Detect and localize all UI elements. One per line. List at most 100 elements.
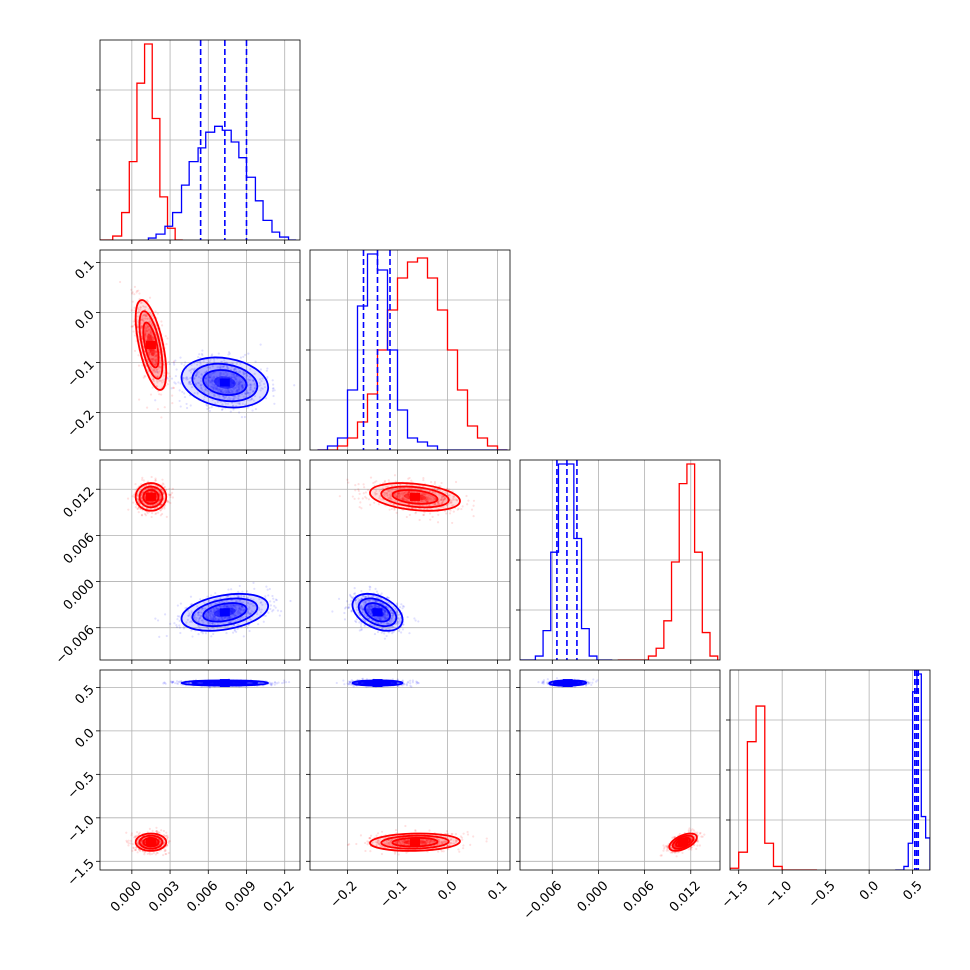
sample-point [209, 385, 213, 388]
sample-point [144, 305, 147, 309]
sample-point [275, 598, 278, 602]
sample-point [145, 299, 149, 302]
sample-point [197, 613, 201, 616]
sample-point [228, 621, 232, 624]
sample-point [144, 329, 148, 332]
sample-point [164, 852, 167, 856]
sample-point [208, 612, 211, 615]
sample-point [385, 610, 388, 613]
sample-point [146, 369, 149, 372]
sample-point [381, 498, 385, 501]
sample-point [225, 361, 228, 364]
sample-point [130, 834, 133, 837]
sample-point [170, 377, 174, 380]
sample-point [189, 376, 192, 380]
sample-point [426, 507, 429, 511]
density-peak-red [145, 492, 156, 501]
sample-point [408, 490, 411, 493]
sample-point [231, 604, 235, 607]
sample-point [232, 388, 235, 391]
sample-point [143, 853, 146, 856]
sample-point [382, 610, 386, 614]
sample-point [273, 604, 276, 608]
sample-point [449, 509, 452, 512]
sample-point [187, 382, 190, 385]
sample-point [338, 495, 341, 498]
sample-point [248, 394, 251, 397]
sample-point [426, 508, 429, 511]
sample-point [364, 601, 367, 604]
sample-point [154, 359, 157, 362]
sample-point [159, 495, 162, 498]
sample-point [165, 852, 168, 856]
sample-point [208, 366, 212, 369]
sample-point [391, 611, 394, 615]
sample-point [247, 378, 250, 381]
sample-point [428, 496, 431, 500]
sample-point [441, 497, 444, 500]
sample-point [163, 371, 166, 374]
sample-point [397, 494, 400, 497]
sample-point [373, 599, 377, 602]
sample-point [225, 391, 228, 394]
sample-point [161, 324, 164, 327]
sample-point [210, 372, 214, 375]
sample-point [204, 388, 207, 391]
sample-point [186, 377, 189, 381]
sample-point [236, 600, 239, 603]
sample-point [206, 389, 209, 393]
sample-point [211, 365, 214, 368]
sample-point [166, 834, 169, 837]
sample-point [398, 620, 401, 623]
sample-point [450, 504, 454, 507]
sample-point [213, 384, 216, 387]
sample-point [382, 608, 385, 611]
sample-point [250, 609, 253, 612]
sample-point [201, 607, 205, 610]
sample-point [426, 498, 430, 502]
sample-point [238, 381, 242, 384]
sample-point [230, 604, 233, 607]
sample-point [158, 831, 161, 835]
sample-point [442, 495, 446, 498]
sample-point [259, 368, 263, 371]
sample-point [384, 617, 387, 620]
sample-point [428, 503, 431, 507]
sample-point [343, 611, 346, 615]
sample-point [244, 392, 247, 395]
sample-point [155, 841, 158, 844]
sample-point [429, 497, 432, 500]
sample-point [265, 585, 268, 588]
sample-point [223, 617, 227, 620]
sample-point [385, 627, 388, 631]
sample-point [174, 359, 177, 362]
sample-point [365, 497, 368, 500]
sample-point [233, 395, 236, 398]
sample-point [141, 319, 144, 322]
sample-point [369, 586, 372, 589]
sample-point [200, 373, 203, 376]
sample-point [429, 512, 432, 515]
sample-point [259, 601, 262, 604]
sample-point [156, 370, 159, 374]
sample-point [154, 617, 157, 620]
sample-point [422, 479, 425, 482]
sample-point [190, 367, 194, 371]
sample-point [231, 599, 234, 602]
sample-point [397, 492, 400, 495]
sample-point [167, 501, 170, 504]
sample-point [225, 391, 228, 394]
sample-point [361, 608, 364, 611]
sample-point [249, 367, 252, 371]
sample-point [169, 495, 172, 499]
sample-point [227, 391, 231, 394]
sample-point [360, 589, 363, 593]
sample-point [449, 499, 452, 502]
sample-point [125, 841, 129, 844]
sample-point [392, 605, 395, 609]
sample-point [436, 488, 439, 491]
sample-point [249, 378, 252, 381]
sample-point [208, 605, 211, 608]
sample-point [213, 615, 216, 618]
sample-point [439, 498, 443, 502]
